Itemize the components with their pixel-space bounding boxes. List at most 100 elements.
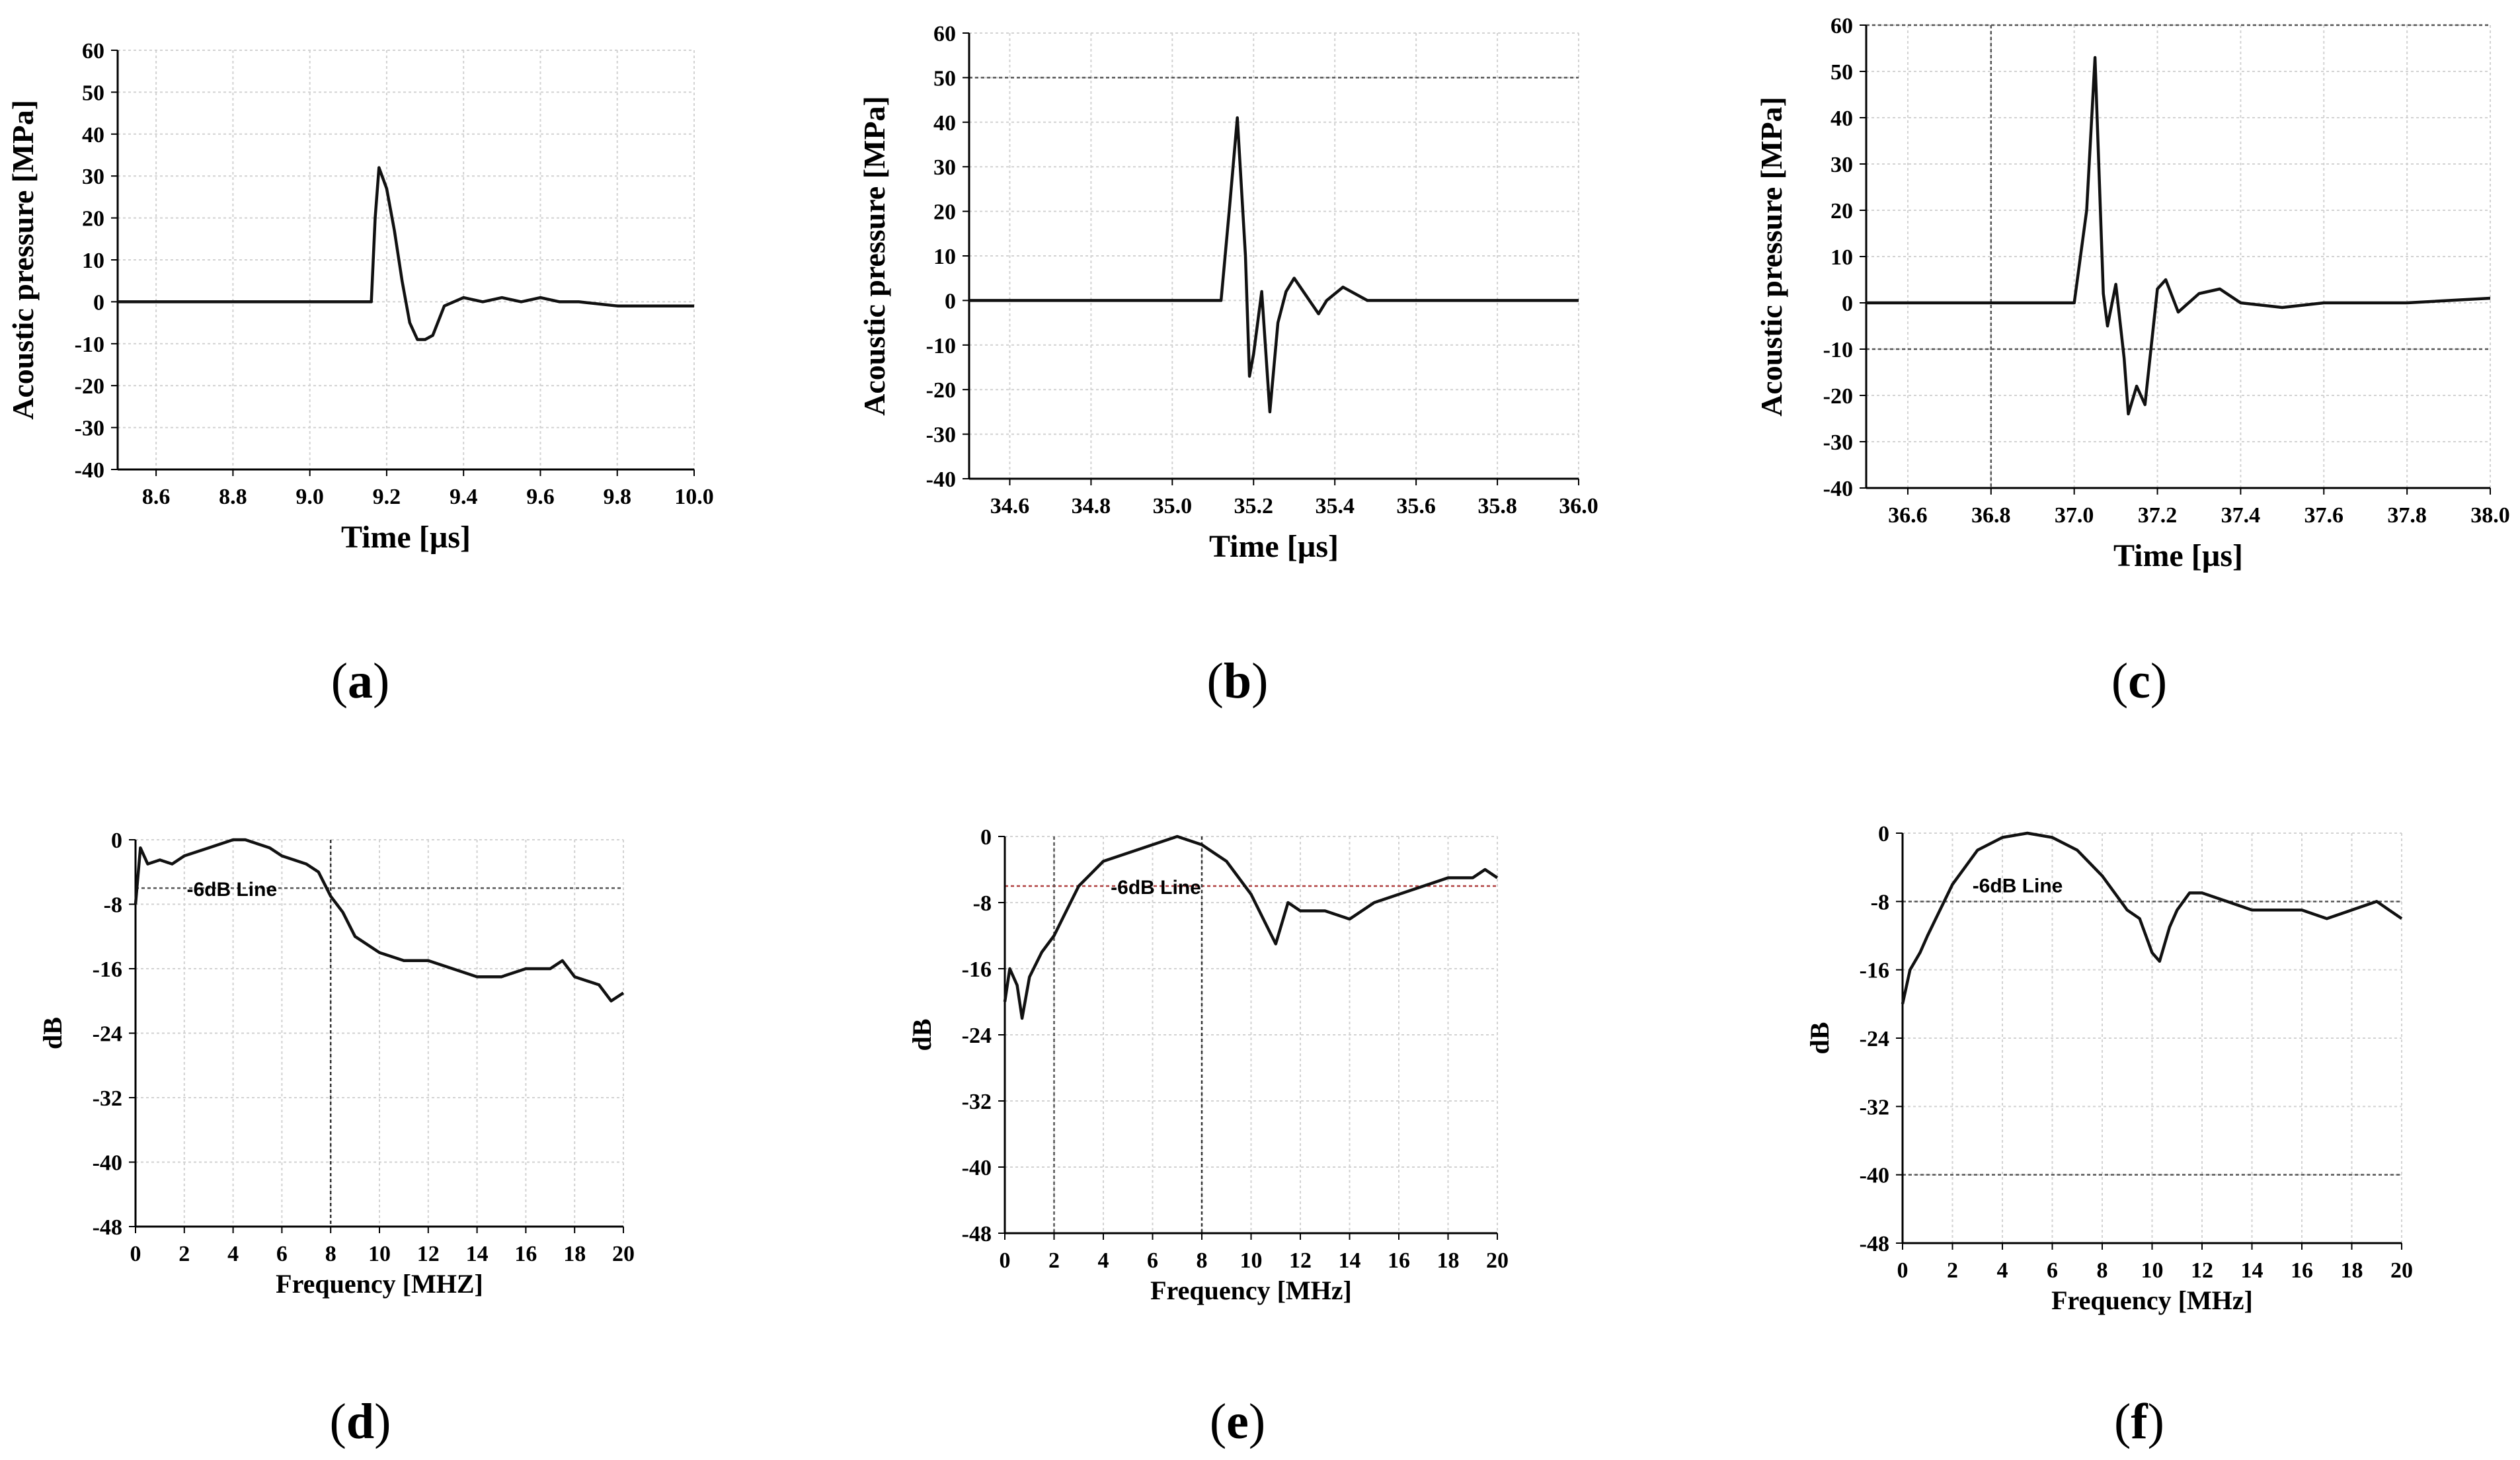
panel-letter-f: f	[2131, 1394, 2148, 1449]
y-tick-label: -40	[1823, 477, 1853, 501]
panel-letter-a: a	[348, 653, 373, 709]
y-tick-label: -30	[926, 423, 956, 448]
y-tick-label: -40	[75, 458, 104, 483]
x-tick-label: 9.8	[603, 485, 631, 509]
x-tick-label: 0	[130, 1242, 141, 1266]
y-tick-label: -24	[93, 1022, 122, 1047]
y-tick-label: -30	[1823, 430, 1853, 455]
y-tick-label: -32	[962, 1090, 992, 1114]
panel-letter-d: d	[346, 1394, 374, 1449]
x-axis-title: Time [µs]	[1209, 529, 1339, 564]
y-tick-label: 10	[933, 245, 956, 269]
x-tick-label: 14	[2241, 1258, 2264, 1283]
x-tick-label: 36.8	[1971, 503, 2011, 528]
y-tick-label: 60	[933, 22, 956, 46]
x-tick-label: 0	[1897, 1258, 1909, 1283]
x-tick-label: 37.2	[2138, 503, 2178, 528]
x-axis-title: Frequency [MHz]	[1150, 1276, 1352, 1305]
y-tick-label: -20	[75, 374, 104, 399]
y-tick-label: 0	[111, 829, 122, 853]
y-tick-label: -16	[962, 957, 992, 982]
x-tick-label: 35.2	[1234, 494, 1274, 518]
panel-label-d: (d)	[330, 1394, 391, 1449]
panel-label-e: (e)	[1210, 1394, 1265, 1449]
y-axis-title: dB	[38, 1017, 67, 1049]
x-axis-title: Time [µs]	[2113, 538, 2243, 573]
x-tick-label: 35.8	[1477, 494, 1517, 518]
x-tick-label: 18	[2341, 1258, 2363, 1283]
panel-c: 36.6 36.8 37.0 37.2 37.4 37.6 37.8 38.0 -40 -30 -2…	[1754, 14, 2510, 573]
x-tick-label: 12	[417, 1242, 440, 1266]
x-tick-label: 4	[1997, 1258, 2008, 1283]
panel-letter-e: e	[1226, 1394, 1249, 1449]
x-axis-title: Frequency [MHz]	[2051, 1285, 2253, 1315]
y-tick-label: 30	[1831, 153, 1853, 177]
y-tick-label: 10	[82, 249, 104, 273]
y-axis-title: Acoustic pressure [MPa]	[857, 96, 891, 416]
x-tick-label: 16	[514, 1242, 537, 1266]
x-tick-label: 9.0	[295, 485, 324, 509]
x-tick-label: 35.6	[1396, 494, 1436, 518]
x-tick-label: 0	[1000, 1248, 1011, 1273]
x-tick-label: 37.0	[2055, 503, 2094, 528]
series-line-0	[969, 116, 1579, 414]
y-tick-label: -16	[93, 957, 122, 982]
x-tick-label: 10.0	[674, 485, 714, 509]
y-tick-label: -40	[1860, 1164, 1889, 1188]
panel-label-a: (a)	[331, 653, 390, 709]
y-tick-label: 30	[933, 155, 956, 180]
x-tick-label: 2	[178, 1242, 190, 1266]
y-tick-label: 0	[1878, 822, 1889, 846]
x-tick-label: 10	[368, 1242, 391, 1266]
x-tick-label: 8	[1197, 1248, 1208, 1273]
x-tick-label: 38.0	[2470, 503, 2510, 528]
x-tick-label: 8	[2097, 1258, 2108, 1283]
y-tick-label: -40	[962, 1156, 992, 1180]
y-tick-label: 0	[93, 290, 104, 315]
x-tick-label: 6	[1147, 1248, 1158, 1273]
panel-d: 0 2 4 6 8 10 12 14 16 18 20 -48 -40 -32 -24 -16 -8 0 Frequ…	[38, 829, 635, 1299]
x-tick-label: 16	[2291, 1258, 2313, 1283]
y-tick-label: -32	[1860, 1095, 1889, 1119]
x-tick-label: 14	[466, 1242, 489, 1266]
x-tick-label: 6	[276, 1242, 288, 1266]
annotation-6db-line: -6dB Line	[1973, 875, 2063, 897]
y-axis-title: Acoustic pressure [MPa]	[1754, 97, 1788, 417]
x-tick-label: 35.4	[1315, 494, 1355, 518]
x-tick-label: 34.8	[1072, 494, 1111, 518]
x-tick-label: 20	[1486, 1248, 1509, 1273]
y-tick-label: -8	[1871, 890, 1889, 914]
series-line-0	[1901, 831, 2403, 1004]
y-tick-label: -40	[926, 467, 956, 492]
x-tick-label: 20	[612, 1242, 635, 1266]
y-tick-label: 20	[1831, 199, 1853, 223]
x-tick-label: 35.0	[1153, 494, 1193, 518]
y-tick-label: 20	[82, 207, 104, 231]
x-tick-label: 10	[1240, 1248, 1263, 1273]
series-line-0	[134, 838, 625, 1003]
x-tick-label: 37.6	[2304, 503, 2344, 528]
x-tick-label: 37.4	[2221, 503, 2261, 528]
y-tick-label: -10	[926, 334, 956, 358]
y-tick-label: -10	[75, 333, 104, 357]
y-tick-label: 0	[945, 289, 956, 313]
x-tick-label: 36.6	[1888, 503, 1928, 528]
x-tick-label: 12	[1289, 1248, 1312, 1273]
y-tick-label: 50	[933, 66, 956, 91]
y-axis-title: dB	[907, 1019, 937, 1051]
y-tick-label: -48	[1860, 1232, 1889, 1256]
series-line-0	[1866, 56, 2491, 416]
x-tick-label: 8	[325, 1242, 336, 1266]
y-tick-label: 0	[1842, 292, 1853, 316]
panel-label-b: (b)	[1207, 653, 1269, 709]
panel-f: 0 2 4 6 8 10 12 14 16 18 20 -48 -40 -32 -24 -16 -8 0 Frequ…	[1805, 822, 2413, 1315]
y-tick-label: 40	[82, 123, 104, 147]
y-tick-label: 40	[1831, 106, 1853, 131]
y-tick-label: -20	[926, 378, 956, 403]
y-axis-title: Acoustic pressure [MPa]	[6, 100, 40, 420]
y-tick-label: 60	[82, 39, 104, 63]
x-tick-label: 8.8	[219, 485, 247, 509]
y-tick-label: -32	[93, 1086, 122, 1111]
y-axis-title: dB	[1805, 1022, 1834, 1055]
x-tick-label: 12	[2191, 1258, 2213, 1283]
